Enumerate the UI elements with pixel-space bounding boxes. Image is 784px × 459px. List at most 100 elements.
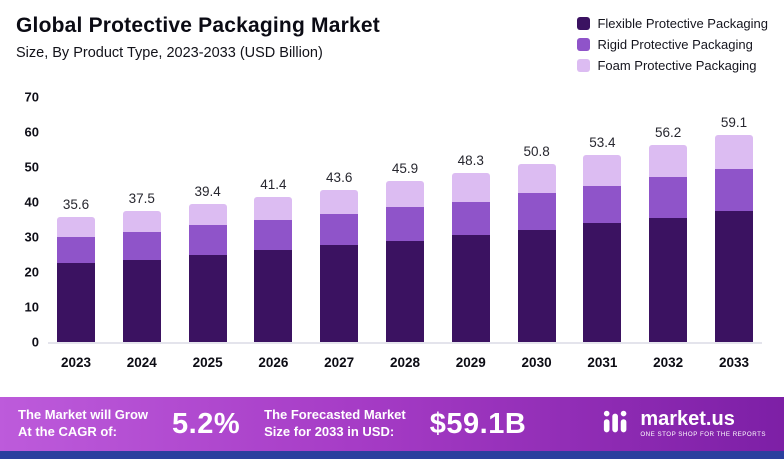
- segment-foam: [254, 197, 293, 221]
- market-us-logo-icon: [602, 407, 632, 442]
- x-tick-label: 2029: [455, 355, 486, 370]
- y-tick-label: 70: [24, 89, 39, 105]
- legend-item: Rigid Protective Packaging: [577, 37, 768, 52]
- bar-total-label: 53.4: [589, 135, 616, 151]
- segment-flexible: [188, 254, 227, 342]
- bar-stack: 35.6: [52, 97, 100, 342]
- segment-rigid: [714, 168, 753, 211]
- cagr-value: 5.2%: [172, 407, 241, 440]
- market-us-logo: market.us One Stop Shop For The Reports: [602, 407, 766, 442]
- brand-tagline: One Stop Shop For The Reports: [640, 431, 766, 439]
- segment-rigid: [451, 201, 490, 236]
- segment-flexible: [57, 263, 95, 342]
- bar-total-label: 37.5: [128, 190, 155, 206]
- bar-group-2033: 59.1 2033: [710, 97, 758, 370]
- segment-foam: [714, 135, 753, 169]
- segment-rigid: [122, 231, 161, 260]
- bar-group-2025: 39.4 2025: [184, 97, 232, 370]
- bar-group-2032: 56.2 2032: [644, 97, 692, 370]
- bar-stack: 56.2: [644, 97, 692, 342]
- x-tick-label: 2026: [258, 355, 289, 370]
- x-tick-label: 2030: [521, 355, 552, 370]
- stacked-bar-chart: 70 60 50 40 30 20 10 0 35.6 2023 37.5 2024 39.4 2025…: [0, 75, 784, 397]
- bar-total-label: 41.4: [260, 177, 287, 193]
- bar-stack: 41.4: [249, 97, 297, 342]
- y-tick-label: 0: [31, 334, 39, 350]
- segment-flexible: [122, 259, 161, 342]
- x-tick-label: 2032: [653, 355, 684, 370]
- segment-rigid: [188, 224, 227, 255]
- bar-total-label: 45.9: [391, 161, 419, 177]
- bar-group-2028: 45.9 2028: [381, 97, 429, 370]
- segment-foam: [517, 164, 556, 194]
- forecast-label-line1: The Forecasted Market: [264, 407, 406, 423]
- x-axis-line: [48, 342, 762, 344]
- cagr-label-line1: The Market will Grow: [18, 407, 149, 423]
- brand-name: market.us: [640, 408, 735, 431]
- segment-flexible: [649, 217, 688, 342]
- legend-item: Flexible Protective Packaging: [577, 16, 768, 31]
- segment-rigid: [583, 186, 622, 223]
- bar-total-label: 39.4: [194, 184, 221, 200]
- segment-flexible: [583, 223, 622, 342]
- cagr-label: The Market will Grow At the CAGR of:: [18, 407, 148, 441]
- segment-flexible: [385, 240, 424, 342]
- bar-total-label: 43.6: [326, 169, 353, 185]
- bar-stack: 48.3: [447, 97, 495, 342]
- legend-label: Rigid Protective Packaging: [597, 37, 753, 52]
- y-tick-label: 50: [24, 159, 39, 175]
- x-tick-label: 2028: [389, 355, 420, 370]
- footer-banner: The Market will Grow At the CAGR of: 5.2…: [0, 397, 784, 451]
- legend-item: Foam Protective Packaging: [577, 58, 768, 73]
- legend-swatch: [577, 17, 591, 30]
- segment-rigid: [320, 214, 359, 245]
- bar-stack: 59.1: [710, 97, 758, 342]
- y-tick-label: 10: [24, 299, 39, 315]
- x-tick-label: 2024: [126, 355, 157, 370]
- bar-group-2031: 53.4 2031: [578, 97, 626, 370]
- cagr-label-line2: At the CAGR of:: [18, 424, 117, 439]
- segment-flexible: [254, 250, 293, 342]
- bar-group-2026: 41.4 2026: [249, 97, 297, 370]
- bar-total-label: 35.6: [62, 197, 90, 213]
- segment-foam: [385, 181, 424, 208]
- legend-label: Foam Protective Packaging: [597, 58, 757, 73]
- forecast-value: $59.1B: [429, 407, 527, 440]
- forecast-label-line2: Size for 2033 in USD:: [264, 424, 395, 439]
- legend-swatch: [577, 59, 591, 72]
- title-block: Global Protective Packaging Market Size,…: [16, 14, 380, 61]
- x-tick-label: 2025: [192, 355, 223, 370]
- segment-flexible: [714, 210, 753, 342]
- legend: Flexible Protective Packaging Rigid Prote…: [577, 14, 768, 73]
- legend-label: Flexible Protective Packaging: [597, 16, 768, 31]
- header: Global Protective Packaging Market Size,…: [0, 0, 784, 75]
- bar-series: 35.6 2023 37.5 2024 39.4 2025 41.4 2026 43.6 2027…: [48, 97, 762, 370]
- segment-rigid: [517, 193, 556, 230]
- market-us-logo-text: market.us One Stop Shop For The Reports: [640, 409, 766, 439]
- x-tick-label: 2031: [587, 355, 618, 370]
- bar-stack: 37.5: [118, 97, 166, 342]
- segment-flexible: [451, 235, 490, 342]
- segment-rigid: [385, 207, 424, 241]
- x-tick-label: 2033: [718, 355, 749, 370]
- segment-foam: [320, 189, 359, 215]
- bar-stack: 45.9: [381, 97, 429, 342]
- bar-total-label: 50.8: [523, 144, 550, 160]
- y-axis: 70 60 50 40 30 20 10 0: [12, 90, 48, 350]
- bar-group-2027: 43.6 2027: [315, 97, 363, 370]
- bar-stack: 39.4: [184, 97, 232, 342]
- segment-foam: [188, 204, 227, 225]
- y-tick-label: 20: [24, 264, 39, 280]
- segment-flexible: [517, 230, 556, 342]
- bar-group-2029: 48.3 2029: [447, 97, 495, 370]
- segment-foam: [122, 210, 161, 232]
- segment-flexible: [320, 244, 359, 342]
- segment-rigid: [57, 236, 95, 264]
- legend-swatch: [577, 38, 591, 51]
- x-tick-label: 2027: [324, 355, 355, 370]
- bar-group-2023: 35.6 2023: [52, 97, 100, 370]
- y-tick-label: 40: [24, 194, 39, 210]
- bottom-strip: [0, 451, 784, 459]
- forecast-label: The Forecasted Market Size for 2033 in U…: [264, 407, 406, 441]
